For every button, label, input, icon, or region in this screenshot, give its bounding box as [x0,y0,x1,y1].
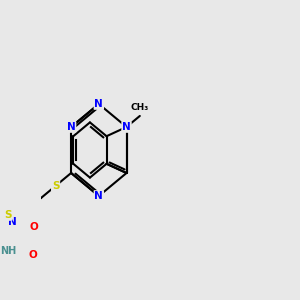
Text: S: S [4,210,12,220]
Text: CH₃: CH₃ [131,103,149,112]
Text: N: N [94,99,103,109]
Text: N: N [8,217,17,227]
Text: O: O [29,250,38,260]
Text: N: N [67,122,76,132]
Text: O: O [29,222,38,232]
Text: N: N [122,122,131,132]
Text: NH: NH [0,246,16,256]
Text: S: S [52,181,59,191]
Text: N: N [94,191,103,201]
